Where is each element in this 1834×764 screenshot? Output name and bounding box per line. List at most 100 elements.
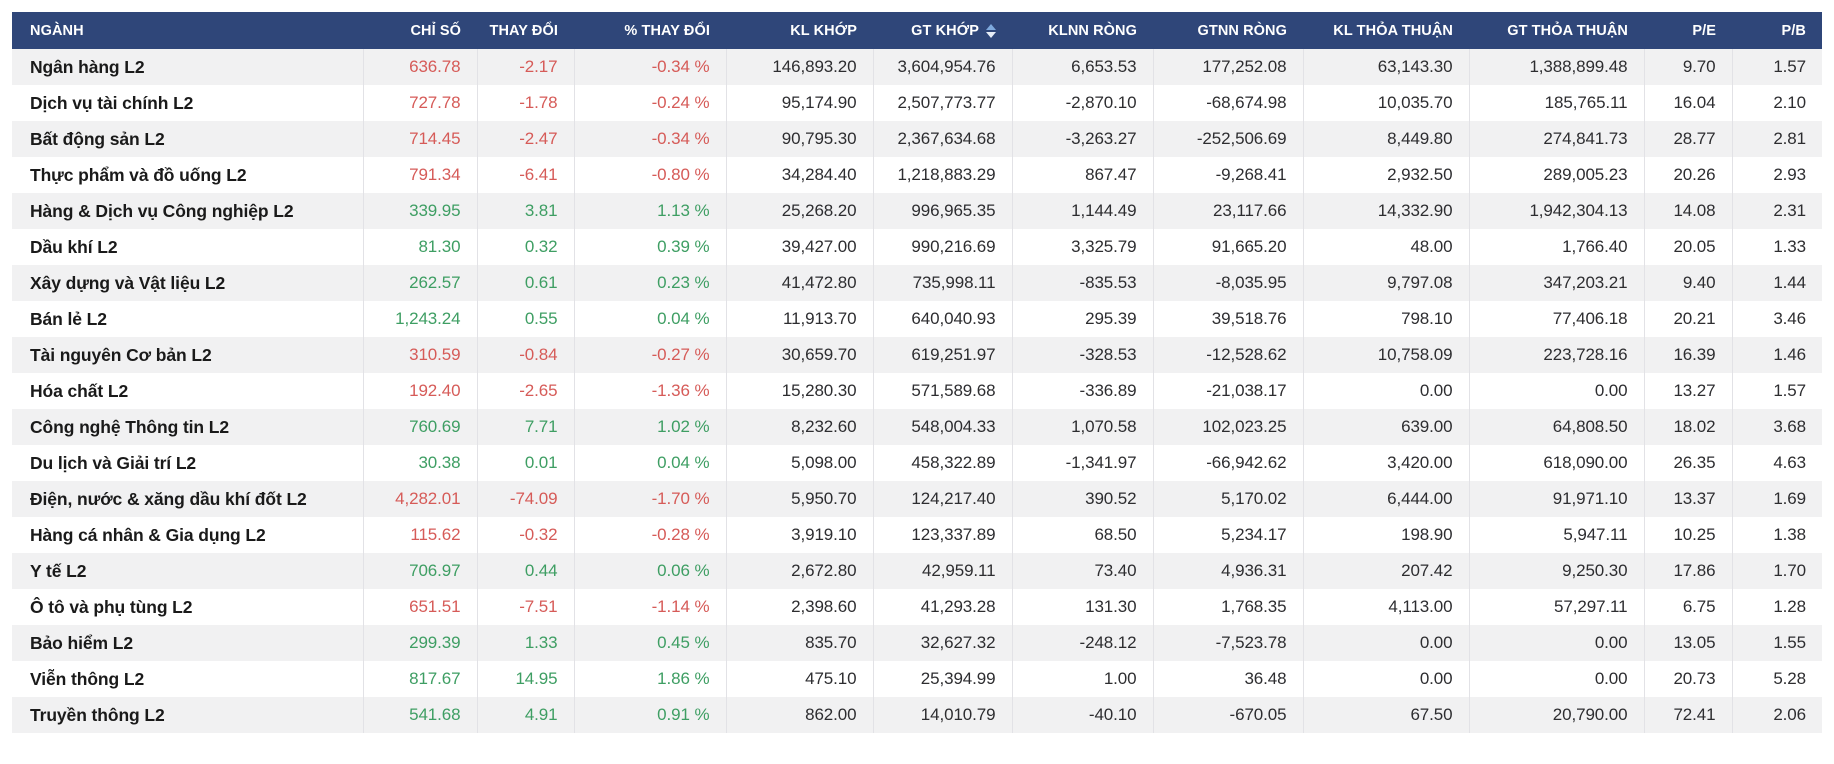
cell-kl_tt: 63,143.30 <box>1302 49 1469 85</box>
table-row[interactable]: Dịch vụ tài chính L2 727.78 -1.78 -0.24 % 95… <box>12 85 1822 121</box>
cell-nganh[interactable]: Du lịch và Giải trí L2 <box>30 452 197 473</box>
column-header-kl_khop[interactable]: KL KHỚP <box>726 12 873 49</box>
cell-kl_tt: 2,932.50 <box>1302 157 1469 193</box>
table-row[interactable]: Y tế L2 706.97 0.44 0.06 % 2,672.80 42,959.11… <box>12 553 1822 589</box>
cell-nganh[interactable]: Bất động sản L2 <box>30 128 165 149</box>
table-row[interactable]: Thực phẩm và đồ uống L2 791.34 -6.41 -0.80 … <box>12 157 1822 193</box>
cell-nganh[interactable]: Bảo hiểm L2 <box>30 632 133 653</box>
table-row[interactable]: Ngân hàng L2 636.78 -2.17 -0.34 % 146,893.20… <box>12 49 1822 85</box>
cell-gt_tt: 223,728.16 <box>1468 337 1644 373</box>
table-row[interactable]: Hóa chất L2 192.40 -2.65 -1.36 % 15,280.30 57… <box>12 373 1822 409</box>
cell-nganh[interactable]: Tài nguyên Cơ bản L2 <box>30 344 212 365</box>
cell-nganh[interactable]: Hàng cá nhân & Gia dụng L2 <box>30 524 266 545</box>
cell-kl_tt: 0.00 <box>1302 625 1469 661</box>
cell-nganh[interactable]: Y tế L2 <box>30 560 87 581</box>
cell-pb: 3.46 <box>1731 301 1822 337</box>
cell-chi_so: 1,243.24 <box>362 301 477 337</box>
cell-thay_doi: -2.17 <box>476 49 574 85</box>
cell-pct: -0.34 % <box>573 121 726 157</box>
sort-icon[interactable] <box>986 23 996 38</box>
cell-gtnn_rong: -12,528.62 <box>1152 337 1303 373</box>
cell-gt_khop: 619,251.97 <box>872 337 1012 373</box>
table-row[interactable]: Tài nguyên Cơ bản L2 310.59 -0.84 -0.27 % 30… <box>12 337 1822 373</box>
cell-kl_tt: 198.90 <box>1302 517 1469 553</box>
cell-pe: 20.05 <box>1643 229 1732 265</box>
cell-kl_tt: 639.00 <box>1302 409 1469 445</box>
cell-pct: 0.39 % <box>573 229 726 265</box>
cell-nganh[interactable]: Điện, nước & xăng dầu khí đốt L2 <box>30 488 307 509</box>
table-row[interactable]: Bán lẻ L2 1,243.24 0.55 0.04 % 11,913.70 640,… <box>12 301 1822 337</box>
cell-kl_tt: 4,113.00 <box>1302 589 1469 625</box>
cell-gt_tt: 0.00 <box>1468 625 1644 661</box>
cell-pe: 20.73 <box>1643 661 1732 697</box>
cell-nganh[interactable]: Công nghệ Thông tin L2 <box>30 416 230 437</box>
sort-up-icon <box>986 23 996 30</box>
cell-nganh[interactable]: Viễn thông L2 <box>30 668 145 689</box>
cell-nganh[interactable]: Ô tô và phụ tùng L2 <box>30 596 193 617</box>
table-header: NGÀNH CHỈ SỐ THAY ĐỔI % THAY ĐỔI KL KHỚP GT K… <box>12 12 1822 49</box>
table-row[interactable]: Viễn thông L2 817.67 14.95 1.86 % 475.10 25,3… <box>12 661 1822 697</box>
table-row[interactable]: Điện, nước & xăng dầu khí đốt L2 4,282.01… <box>12 481 1822 517</box>
cell-pct: -0.80 % <box>573 157 726 193</box>
cell-pb: 1.44 <box>1731 265 1822 301</box>
cell-chi_so: 541.68 <box>362 697 477 733</box>
cell-gt_tt: 347,203.21 <box>1468 265 1644 301</box>
table-row[interactable]: Bất động sản L2 714.45 -2.47 -0.34 % 90,795.… <box>12 121 1822 157</box>
table-row[interactable]: Hàng cá nhân & Gia dụng L2 115.62 -0.32 -0.… <box>12 517 1822 553</box>
table-row[interactable]: Hàng & Dịch vụ Công nghiệp L2 339.95 3.81 1… <box>12 193 1822 229</box>
table-row[interactable]: Xây dựng và Vật liệu L2 262.57 0.61 0.23 % 4… <box>12 265 1822 301</box>
cell-gt_khop: 25,394.99 <box>872 661 1012 697</box>
column-header-gt_tt[interactable]: GT THỎA THUẬN <box>1469 12 1644 49</box>
column-header-chi_so[interactable]: CHỈ SỐ <box>363 12 477 49</box>
cell-nganh[interactable]: Thực phẩm và đồ uống L2 <box>30 164 247 185</box>
cell-gt_khop: 2,507,773.77 <box>872 85 1012 121</box>
column-header-pe[interactable]: P/E <box>1644 12 1732 49</box>
column-header-label: KLNN RÒNG <box>1048 22 1137 39</box>
cell-kl_tt: 6,444.00 <box>1302 481 1469 517</box>
cell-nganh[interactable]: Bán lẻ L2 <box>30 308 107 329</box>
cell-nganh[interactable]: Truyền thông L2 <box>30 704 165 725</box>
column-header-pct[interactable]: % THAY ĐỔI <box>574 12 726 49</box>
cell-nganh[interactable]: Dầu khí L2 <box>30 236 118 257</box>
cell-kl_khop: 25,268.20 <box>725 193 873 229</box>
cell-thay_doi: 3.81 <box>476 193 574 229</box>
column-header-kl_tt[interactable]: KL THỎA THUẬN <box>1303 12 1469 49</box>
cell-pb: 2.93 <box>1731 157 1822 193</box>
table-row[interactable]: Ô tô và phụ tùng L2 651.51 -7.51 -1.14 % 2,3… <box>12 589 1822 625</box>
cell-nganh[interactable]: Ngân hàng L2 <box>30 56 145 77</box>
cell-thay_doi: -2.65 <box>476 373 574 409</box>
cell-pe: 16.39 <box>1643 337 1732 373</box>
cell-pe: 6.75 <box>1643 589 1732 625</box>
column-header-klnn_rong[interactable]: KLNN RÒNG <box>1012 12 1153 49</box>
table-row[interactable]: Dầu khí L2 81.30 0.32 0.39 % 39,427.00 990,21… <box>12 229 1822 265</box>
cell-thay_doi: 0.44 <box>476 553 574 589</box>
cell-nganh[interactable]: Hàng & Dịch vụ Công nghiệp L2 <box>30 200 294 221</box>
cell-nganh[interactable]: Hóa chất L2 <box>30 380 129 401</box>
cell-gt_tt: 0.00 <box>1468 373 1644 409</box>
table-row[interactable]: Công nghệ Thông tin L2 760.69 7.71 1.02 % 8,… <box>12 409 1822 445</box>
cell-pe: 26.35 <box>1643 445 1732 481</box>
cell-gtnn_rong: -66,942.62 <box>1152 445 1303 481</box>
table-row[interactable]: Bảo hiểm L2 299.39 1.33 0.45 % 835.70 32,627.… <box>12 625 1822 661</box>
column-header-pb[interactable]: P/B <box>1732 12 1822 49</box>
cell-nganh[interactable]: Xây dựng và Vật liệu L2 <box>30 272 226 293</box>
column-header-thay_doi[interactable]: THAY ĐỔI <box>477 12 574 49</box>
table-row[interactable]: Du lịch và Giải trí L2 30.38 0.01 0.04 % 5,0… <box>12 445 1822 481</box>
cell-gtnn_rong: 5,234.17 <box>1152 517 1303 553</box>
cell-kl_khop: 34,284.40 <box>725 157 873 193</box>
cell-pct: -0.28 % <box>573 517 726 553</box>
cell-nganh[interactable]: Dịch vụ tài chính L2 <box>30 92 194 113</box>
column-header-gtnn_rong[interactable]: GTNN RÒNG <box>1153 12 1303 49</box>
cell-gtnn_rong: 91,665.20 <box>1152 229 1303 265</box>
column-header-label: GT KHỚP <box>911 22 979 39</box>
column-header-nganh[interactable]: NGÀNH <box>12 12 363 49</box>
column-header-gt_khop[interactable]: GT KHỚP <box>873 12 1012 49</box>
cell-gt_khop: 3,604,954.76 <box>872 49 1012 85</box>
table-row[interactable]: Truyền thông L2 541.68 4.91 0.91 % 862.00 14,… <box>12 697 1822 733</box>
cell-thay_doi: 0.55 <box>476 301 574 337</box>
cell-gt_khop: 14,010.79 <box>872 697 1012 733</box>
cell-gt_tt: 185,765.11 <box>1468 85 1644 121</box>
cell-pb: 2.31 <box>1731 193 1822 229</box>
cell-gt_khop: 996,965.35 <box>872 193 1012 229</box>
cell-pb: 1.46 <box>1731 337 1822 373</box>
